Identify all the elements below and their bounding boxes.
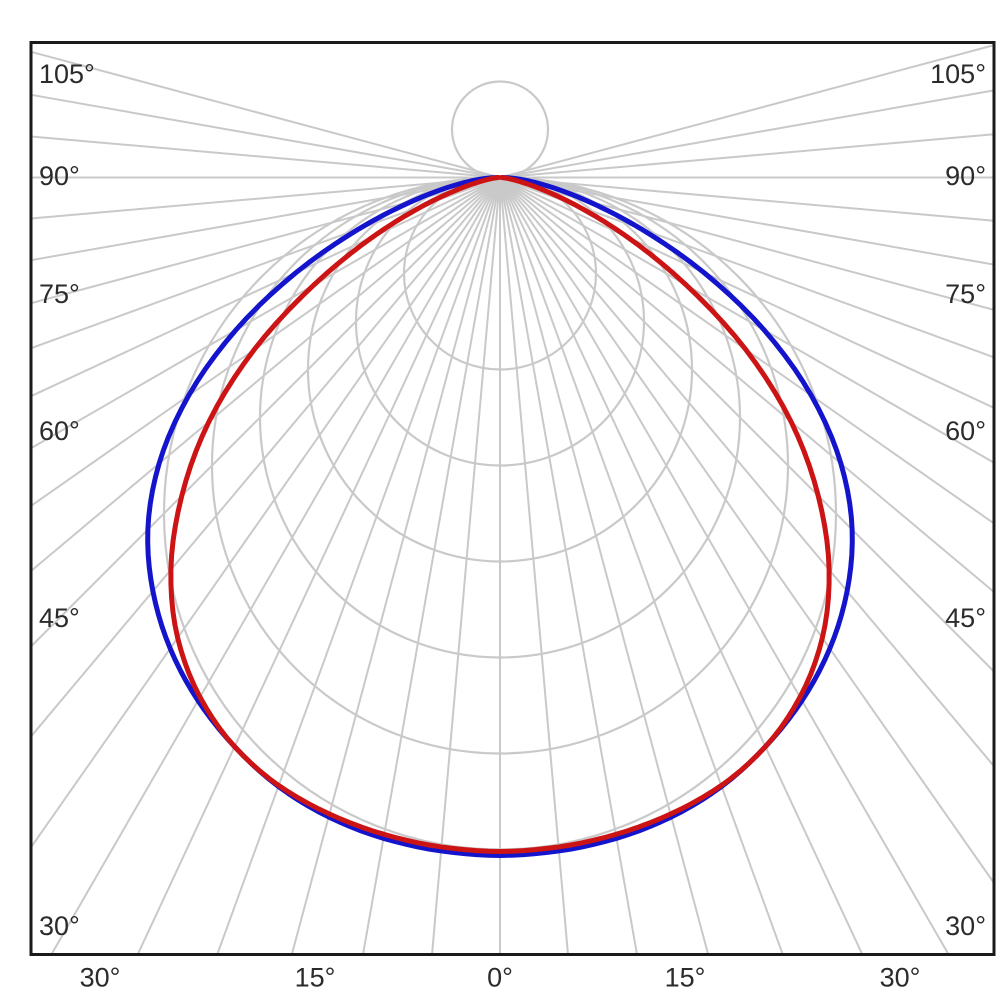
svg-text:90°: 90°	[39, 161, 80, 191]
svg-text:45°: 45°	[39, 603, 80, 633]
svg-text:75°: 75°	[945, 279, 986, 309]
svg-text:105°: 105°	[39, 59, 95, 89]
svg-text:30°: 30°	[39, 911, 80, 941]
svg-text:0°: 0°	[487, 963, 513, 993]
svg-text:45°: 45°	[945, 603, 986, 633]
svg-text:30°: 30°	[880, 963, 921, 993]
svg-text:60°: 60°	[945, 416, 986, 446]
svg-text:15°: 15°	[295, 963, 336, 993]
svg-text:30°: 30°	[80, 963, 121, 993]
svg-text:15°: 15°	[665, 963, 706, 993]
svg-text:105°: 105°	[930, 59, 986, 89]
svg-text:75°: 75°	[39, 279, 80, 309]
svg-text:60°: 60°	[39, 416, 80, 446]
svg-text:30°: 30°	[945, 911, 986, 941]
svg-text:90°: 90°	[945, 161, 986, 191]
